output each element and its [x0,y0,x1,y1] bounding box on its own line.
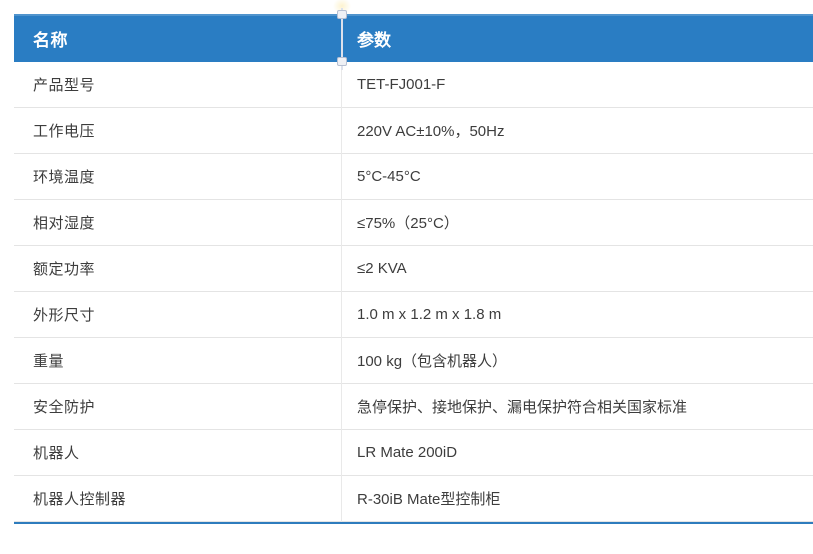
row-value: ≤2 KVA [357,260,407,277]
table-row: 额定功率 ≤2 KVA [14,246,813,292]
table-row: 机器人 LR Mate 200iD [14,430,813,476]
row-value: ≤75%（25°C） [357,215,459,232]
row-label: 环境温度 [33,169,96,186]
table-row: 相对湿度 ≤75%（25°C） [14,200,813,246]
row-label: 安全防护 [33,399,96,416]
row-label: 产品型号 [33,77,96,94]
row-label: 重量 [33,353,65,370]
row-value: 100 kg（包含机器人） [357,353,508,370]
table-row: 外形尺寸 1.0 m x 1.2 m x 1.8 m [14,292,813,338]
row-value: R-30iB Mate型控制柜 [357,491,501,508]
row-label: 机器人控制器 [33,491,127,508]
row-label: 工作电压 [33,123,96,140]
column-divider [341,62,342,522]
row-label: 相对湿度 [33,215,96,232]
resize-handle-bottom-icon[interactable] [337,57,347,66]
spec-table: 名称 参数 产品型号 TET-FJ001-F 工作电压 220V AC±10%，… [14,0,813,524]
row-value: 5°C-45°C [357,168,421,185]
row-label: 额定功率 [33,261,96,278]
row-value: 急停保护、接地保护、漏电保护符合相关国家标准 [357,399,688,416]
row-label: 外形尺寸 [33,307,96,324]
table-header-row: 名称 参数 [14,14,813,62]
row-label: 机器人 [33,445,80,462]
resize-handle-top-icon[interactable] [337,10,347,19]
table-row: 重量 100 kg（包含机器人） [14,338,813,384]
column-header-name: 名称 [33,30,68,50]
table-row: 安全防护 急停保护、接地保护、漏电保护符合相关国家标准 [14,384,813,430]
row-value: 220V AC±10%，50Hz [357,123,505,140]
table-row: 产品型号 TET-FJ001-F [14,62,813,108]
row-value: TET-FJ001-F [357,76,446,93]
table-row: 环境温度 5°C-45°C [14,154,813,200]
column-header-param: 参数 [357,30,391,50]
resize-guide-line [341,8,343,70]
table-row: 机器人控制器 R-30iB Mate型控制柜 [14,476,813,522]
row-value: LR Mate 200iD [357,444,458,461]
table-row: 工作电压 220V AC±10%，50Hz [14,108,813,154]
row-value: 1.0 m x 1.2 m x 1.8 m [357,306,502,323]
column-resize-guide[interactable] [333,0,351,70]
